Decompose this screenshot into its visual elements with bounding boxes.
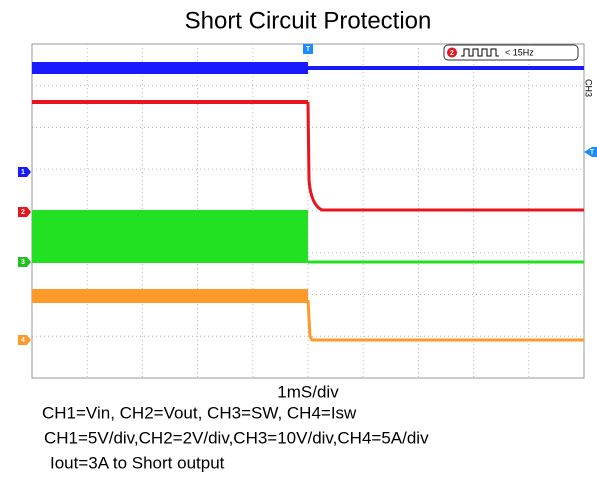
ch4-marker-label: 4 — [21, 337, 25, 344]
note: CH1=5V/div,CH2=2V/div,CH3=10V/div,CH4=5A… — [44, 428, 429, 447]
note: CH1=Vin, CH2=Vout, CH3=SW, CH4=Isw — [42, 403, 357, 422]
scope-screen: T T 1 2 3 4 2 < 15Hz CH3 — [18, 44, 597, 378]
ch1-marker-label: 1 — [21, 169, 25, 176]
ch3-marker-label: 3 — [21, 259, 25, 266]
ch2-marker-label: 2 — [21, 209, 25, 216]
title: Short Circuit Protection — [185, 7, 432, 34]
trace-ch3-left — [32, 210, 308, 263]
trace-ch1-left — [32, 62, 308, 74]
trigger-level-label: T — [590, 149, 595, 156]
trigger-channel: 2 — [450, 50, 454, 57]
trigger-marker-label: T — [306, 46, 311, 53]
note: Iout=3A to Short output — [50, 453, 225, 472]
page: Short Circuit Protection T T 1 2 3 4 2 <… — [0, 0, 597, 477]
timebase: 1mS/div — [277, 382, 339, 401]
trigger-frequency: < 15Hz — [505, 47, 534, 57]
side-label: CH3 — [584, 79, 594, 97]
trace-ch4-left — [32, 289, 308, 303]
